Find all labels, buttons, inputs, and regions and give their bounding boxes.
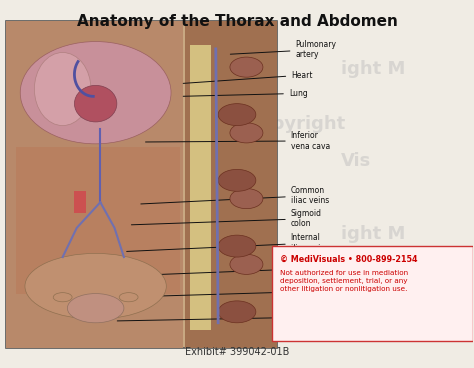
Bar	[6, 21, 277, 348]
Text: Not authorized for use in mediation
deposition, settlement, trial, or any
other : Not authorized for use in mediation depo…	[280, 270, 409, 292]
Text: Pulmonary
artery: Pulmonary artery	[230, 40, 337, 59]
Text: Copy: Copy	[25, 243, 75, 261]
Bar	[16, 148, 181, 294]
Ellipse shape	[25, 254, 166, 319]
Bar	[185, 21, 277, 348]
Text: ight M: ight M	[341, 225, 405, 243]
Ellipse shape	[230, 57, 263, 77]
Text: Common
iliac veins: Common iliac veins	[141, 186, 329, 205]
Text: Exhibit# 399042-01B: Exhibit# 399042-01B	[185, 347, 289, 357]
Ellipse shape	[53, 293, 72, 302]
Text: Uterus: Uterus	[117, 313, 316, 322]
Text: Ovarian
veins: Ovarian veins	[122, 259, 321, 279]
FancyBboxPatch shape	[273, 246, 473, 341]
Text: ight M: ight M	[341, 60, 405, 78]
Bar	[6, 21, 183, 348]
Text: MediVisuals: MediVisuals	[20, 170, 141, 188]
Bar	[190, 45, 211, 330]
Ellipse shape	[218, 301, 256, 323]
Ellipse shape	[35, 53, 91, 125]
Ellipse shape	[218, 104, 256, 125]
Text: Heart: Heart	[183, 71, 313, 84]
Text: Anatomy of the Thorax and Abdomen: Anatomy of the Thorax and Abdomen	[77, 14, 397, 29]
Ellipse shape	[230, 188, 263, 209]
Ellipse shape	[218, 235, 256, 257]
Ellipse shape	[230, 254, 263, 275]
Text: © MediVisuals • 800-899-2154: © MediVisuals • 800-899-2154	[280, 255, 418, 264]
Bar	[74, 191, 86, 213]
Ellipse shape	[230, 123, 263, 143]
Text: SAMPLE: SAMPLE	[20, 60, 102, 78]
Ellipse shape	[119, 293, 138, 302]
Text: Inferior
vena cava: Inferior vena cava	[146, 131, 330, 151]
Ellipse shape	[20, 42, 171, 144]
Text: LE: LE	[20, 309, 44, 327]
Text: Lung: Lung	[183, 89, 308, 98]
Ellipse shape	[74, 85, 117, 122]
Text: Sigmoid
colon: Sigmoid colon	[131, 209, 322, 229]
Text: Internal
iliac vein: Internal iliac vein	[127, 233, 325, 253]
Text: Vis: Vis	[341, 152, 371, 170]
Text: Ovary: Ovary	[122, 287, 314, 297]
Text: Copyright: Copyright	[246, 115, 346, 133]
Ellipse shape	[67, 294, 124, 323]
Ellipse shape	[218, 169, 256, 191]
